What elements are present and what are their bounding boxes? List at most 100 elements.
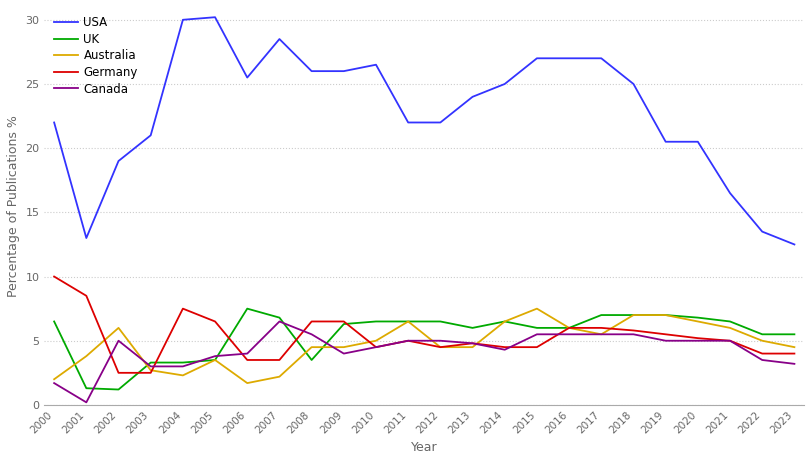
USA (146, 133, 156, 138)
Germany (468, 341, 478, 346)
Australia (242, 380, 252, 386)
USA (757, 229, 767, 234)
USA (371, 62, 381, 67)
USA (436, 120, 445, 125)
UK (790, 331, 800, 337)
Germany (49, 274, 59, 279)
Canada (661, 338, 671, 343)
X-axis label: Year: Year (411, 441, 438, 454)
UK (242, 306, 252, 311)
USA (114, 158, 123, 164)
USA (790, 242, 800, 247)
UK (178, 360, 188, 365)
UK (468, 325, 478, 331)
USA (661, 139, 671, 144)
UK (210, 357, 220, 363)
Australia (596, 331, 606, 337)
Canada (629, 331, 638, 337)
Line: USA: USA (54, 17, 795, 244)
Canada (275, 319, 285, 324)
Canada (532, 331, 542, 337)
Australia (629, 312, 638, 318)
Australia (468, 344, 478, 350)
USA (468, 94, 478, 100)
Canada (436, 338, 445, 343)
USA (403, 120, 413, 125)
Legend: USA, UK, Australia, Germany, Canada: USA, UK, Australia, Germany, Canada (50, 13, 141, 99)
UK (661, 312, 671, 318)
UK (596, 312, 606, 318)
Australia (693, 319, 702, 324)
Germany (500, 344, 509, 350)
Australia (661, 312, 671, 318)
Australia (146, 367, 156, 373)
Canada (403, 338, 413, 343)
USA (275, 36, 285, 42)
Y-axis label: Percentage of Publications %: Percentage of Publications % (7, 115, 20, 297)
Germany (210, 319, 220, 324)
Canada (242, 351, 252, 356)
Germany (532, 344, 542, 350)
Canada (210, 354, 220, 359)
Germany (339, 319, 349, 324)
Australia (757, 338, 767, 343)
Germany (307, 319, 316, 324)
Australia (275, 374, 285, 379)
Germany (403, 338, 413, 343)
USA (596, 55, 606, 61)
Australia (725, 325, 735, 331)
UK (436, 319, 445, 324)
UK (564, 325, 574, 331)
Canada (339, 351, 349, 356)
Canada (693, 338, 702, 343)
Canada (146, 364, 156, 369)
UK (339, 321, 349, 327)
Canada (468, 341, 478, 346)
UK (532, 325, 542, 331)
UK (307, 357, 316, 363)
Australia (339, 344, 349, 350)
USA (564, 55, 574, 61)
Australia (500, 319, 509, 324)
UK (371, 319, 381, 324)
Canada (725, 338, 735, 343)
USA (693, 139, 702, 144)
Germany (114, 370, 123, 376)
Germany (693, 336, 702, 341)
UK (757, 331, 767, 337)
USA (725, 190, 735, 196)
Germany (564, 325, 574, 331)
USA (178, 17, 188, 23)
Germany (81, 293, 91, 299)
Canada (500, 347, 509, 353)
Canada (49, 380, 59, 386)
Australia (210, 357, 220, 363)
Canada (307, 331, 316, 337)
UK (81, 385, 91, 391)
Germany (178, 306, 188, 311)
Canada (371, 344, 381, 350)
UK (693, 315, 702, 320)
Germany (725, 338, 735, 343)
Germany (371, 344, 381, 350)
UK (114, 387, 123, 392)
Canada (757, 357, 767, 363)
Canada (596, 331, 606, 337)
Germany (629, 328, 638, 333)
Line: UK: UK (54, 308, 795, 390)
USA (210, 14, 220, 20)
UK (500, 319, 509, 324)
Germany (661, 331, 671, 337)
Canada (564, 331, 574, 337)
Canada (114, 338, 123, 343)
Line: Australia: Australia (54, 308, 795, 383)
Australia (81, 354, 91, 359)
Germany (242, 357, 252, 363)
Australia (403, 319, 413, 324)
UK (146, 360, 156, 365)
Australia (49, 377, 59, 382)
Canada (178, 364, 188, 369)
Australia (307, 344, 316, 350)
UK (725, 319, 735, 324)
USA (339, 68, 349, 74)
